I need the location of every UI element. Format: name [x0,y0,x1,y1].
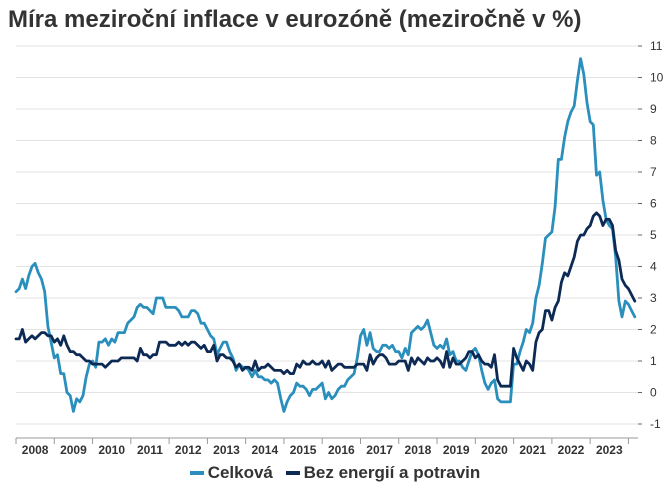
x-tick-label: 2012 [175,443,202,457]
legend: Celková Bez energií a potravin [0,460,670,483]
y-tick-label: 4 [650,260,657,274]
x-tick-label: 2022 [558,443,585,457]
x-tick-label: 2009 [60,443,87,457]
y-tick-label: 11 [650,39,663,53]
x-tick-label: 2019 [443,443,470,457]
series-lines [14,57,637,413]
x-tick-label: 2011 [137,443,163,457]
x-tick-label: 2021 [519,443,546,457]
legend-label-celkova: Celková [207,463,273,482]
y-tick-label: 1 [650,354,657,368]
legend-item-bez-energii: Bez energií a potravin [285,463,481,483]
y-axis: -1 0 1 2 3 4 5 6 7 8 9 10 11 [638,39,664,431]
y-tick-label: 6 [650,197,657,211]
x-tick-label: 2018 [405,443,432,457]
y-tick-label: 5 [650,228,657,242]
gridlines [16,45,638,425]
y-tick-label: 8 [650,134,657,148]
x-tick-label: 2017 [366,443,393,457]
legend-item-celkova: Celková [189,463,273,483]
x-tick-label: 2023 [596,443,623,457]
legend-swatch-bez-energii [285,471,300,475]
y-tick-label: 9 [650,102,657,116]
series-line-celkova [14,57,637,413]
x-tick-label: 2013 [213,443,240,457]
y-tick-label: -1 [650,417,661,431]
x-axis [16,437,638,439]
y-tick-label: 0 [650,386,657,400]
x-tick-label: 2014 [251,443,278,457]
legend-label-bez-energii: Bez energií a potravin [303,463,481,482]
y-tick-label: 7 [650,165,657,179]
x-tick-label: 2020 [481,443,508,457]
x-tick-label: 2016 [328,443,355,457]
x-tick-label: 2008 [22,443,49,457]
chart-title: Míra meziroční inflace v eurozóně (mezir… [8,6,582,33]
x-tick-labels: 2008 2009 2010 2011 2012 2013 2014 2015 2016 2017… [15,438,629,457]
y-tick-label: 2 [650,323,657,337]
legend-swatch-celkova [189,471,204,475]
y-tick-label: 10 [650,71,664,85]
series-line-bez-energii [14,211,637,388]
x-tick-label: 2015 [290,443,317,457]
y-tick-label: 3 [650,291,657,305]
x-tick-label: 2010 [98,443,125,457]
